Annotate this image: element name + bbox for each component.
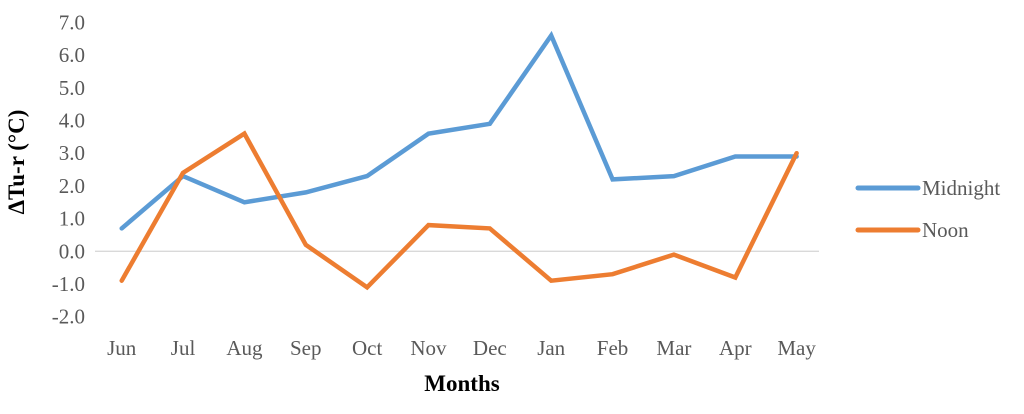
x-tick-label: Jan xyxy=(537,336,565,360)
y-tick-label: 6.0 xyxy=(59,43,85,67)
x-axis-title: Months xyxy=(424,371,499,396)
legend-label-noon: Noon xyxy=(922,218,969,242)
x-tick-label: Apr xyxy=(719,336,752,360)
y-tick-label: -1.0 xyxy=(52,272,85,296)
y-tick-label: 4.0 xyxy=(59,109,85,133)
y-tick-label: 0.0 xyxy=(59,239,85,263)
legend-label-midnight: Midnight xyxy=(922,176,1000,200)
y-tick-label: 3.0 xyxy=(59,141,85,165)
x-tick-label: Oct xyxy=(352,336,382,360)
x-tick-label: Feb xyxy=(597,336,629,360)
y-axis-title: ΔTu-r (°C) xyxy=(4,110,29,215)
y-tick-label: 7.0 xyxy=(59,10,85,34)
x-tick-label: May xyxy=(777,336,816,360)
y-tick-label: -2.0 xyxy=(52,305,85,329)
chart-plot-area: 7.0 6.0 5.0 4.0 3.0 2.0 1.0 0.0 -1.0 -2.0 Jun Jul Au… xyxy=(52,10,1001,360)
x-tick-label: Dec xyxy=(473,336,507,360)
x-tick-label: Sep xyxy=(290,336,322,360)
series-line-midnight xyxy=(119,30,799,231)
y-tick-label: 1.0 xyxy=(59,207,85,231)
y-tick-label: 5.0 xyxy=(59,76,85,100)
x-tick-label: Nov xyxy=(410,336,447,360)
x-tick-label: Aug xyxy=(226,336,263,360)
series-line-noon xyxy=(119,130,799,291)
x-tick-label: Mar xyxy=(656,336,691,360)
y-tick-label: 2.0 xyxy=(59,174,85,198)
x-tick-label: Jun xyxy=(107,336,137,360)
x-tick-label: Jul xyxy=(171,336,196,360)
